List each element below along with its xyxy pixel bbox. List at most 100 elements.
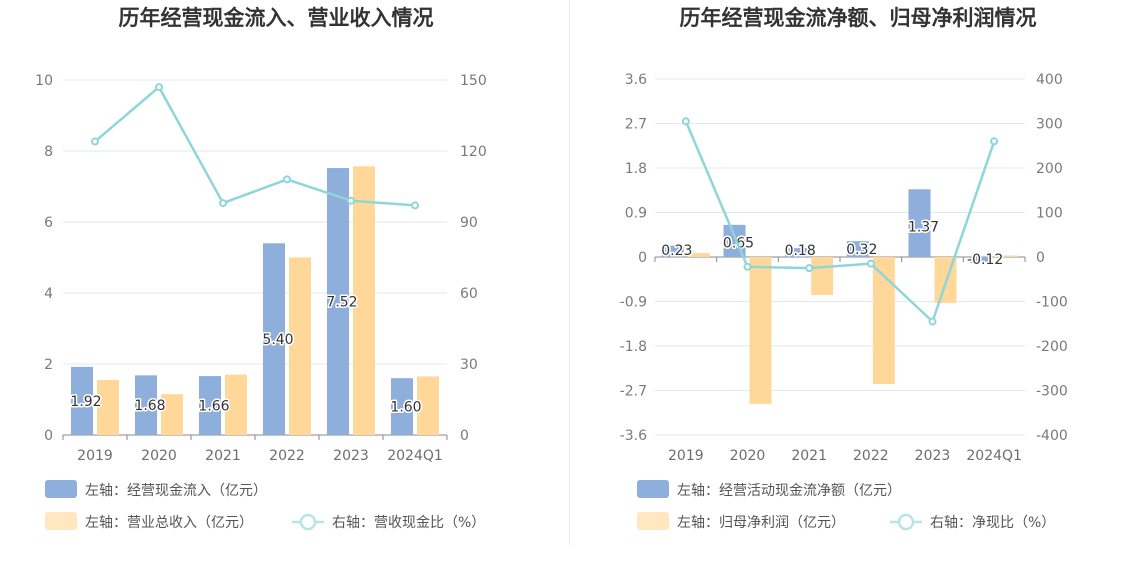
right-axis-tick: -300 <box>1036 384 1068 400</box>
bar-2 <box>225 374 247 435</box>
bar-value-label: 1.92 <box>70 394 101 410</box>
right-axis-tick: 0 <box>460 428 469 444</box>
right-axis-tick: -200 <box>1036 339 1068 355</box>
bar-value-label: 5.40 <box>262 332 293 348</box>
x-tick-label: 2020 <box>730 448 766 464</box>
chart-title: 历年经营现金流净额、归母净利润情况 <box>680 6 1037 30</box>
right-axis-tick: 150 <box>460 73 487 89</box>
left-axis-tick: 1.8 <box>625 161 647 177</box>
bar-1 <box>785 248 808 257</box>
right-axis-tick: 90 <box>460 215 478 231</box>
ratio-point <box>743 262 752 271</box>
left-axis-tick: -2.7 <box>620 384 647 400</box>
ratio-point <box>155 83 163 92</box>
bar-1 <box>71 366 93 435</box>
ratio-line <box>94 85 416 207</box>
left-axis-tick: 2 <box>44 357 53 373</box>
x-tick-label: 2019 <box>77 448 113 464</box>
legend-label: 左轴：经营现金流入（亿元） <box>85 483 267 499</box>
right-axis-tick: -100 <box>1036 295 1068 311</box>
right-axis-tick: 120 <box>460 144 487 160</box>
left-axis-tick: 0 <box>44 428 53 444</box>
x-tick-label: 2024Q1 <box>966 448 1022 464</box>
legend-swatch <box>637 480 669 498</box>
bar-value-label: 1.68 <box>134 398 165 414</box>
bar-value-label: 0.18 <box>785 243 816 259</box>
bar-2 <box>97 379 119 435</box>
left-axis-tick: 8 <box>44 144 53 160</box>
ratio-line <box>684 120 996 324</box>
legend-label: 左轴：归母净利润（亿元） <box>677 514 845 531</box>
legend: 左轴：经营现金流入（亿元） 左轴：营业总收入（亿元） 右轴：营收现金比（%） <box>45 480 485 531</box>
right-axis-tick: 200 <box>1036 161 1063 177</box>
x-tick-label: 2019 <box>668 448 704 464</box>
bar-1 <box>846 241 869 257</box>
right-axis-tick: -400 <box>1036 428 1068 444</box>
left-axis-tick: -3.6 <box>620 428 647 444</box>
ratio-point <box>866 259 875 268</box>
chart-2: 历年经营现金流净额、归母净利润情况 -3.6 -400 -2.7 -300 -1.8 -20… <box>620 6 1068 531</box>
ratio-point <box>928 317 937 326</box>
legend-label: 左轴：经营活动现金流净额（亿元） <box>677 483 901 499</box>
bar-1 <box>661 245 684 257</box>
legend-label: 右轴：营收现金比（%） <box>332 515 485 531</box>
right-axis-tick: 0 <box>1036 250 1045 266</box>
legend-line-marker <box>299 513 317 531</box>
legend-swatch <box>637 512 669 530</box>
ratio-point <box>990 137 999 146</box>
right-axis-tick: 400 <box>1036 72 1063 88</box>
x-tick-label: 2022 <box>853 448 889 464</box>
bar-2 <box>161 394 183 435</box>
bar-2 <box>353 166 375 435</box>
left-axis-tick: -1.8 <box>620 339 647 355</box>
chart-1: 历年经营现金流入、营业收入情况 0 0 2 30 4 60 6 90 8 120 10 150 2019 2… <box>35 6 487 531</box>
bar-value-label: 0.23 <box>661 243 692 259</box>
bar-1 <box>908 189 931 257</box>
ratio-point <box>805 264 814 273</box>
x-tick-label: 2021 <box>205 448 241 464</box>
left-axis-tick: 2.7 <box>625 117 647 133</box>
left-axis-tick: -0.9 <box>620 295 647 311</box>
bar-2 <box>996 255 1019 257</box>
bar-value-label: 1.66 <box>198 399 229 415</box>
ratio-point <box>681 117 690 126</box>
bar-1 <box>327 168 349 436</box>
ratio-point <box>91 137 99 146</box>
legend-line-marker <box>897 513 915 531</box>
chart-title: 历年经营现金流入、营业收入情况 <box>119 6 434 30</box>
bar-value-label: 1.60 <box>390 400 421 416</box>
bar-2 <box>811 257 834 296</box>
bar-2 <box>289 257 311 435</box>
bar-value-label: 0.32 <box>846 242 877 258</box>
right-axis-tick: 60 <box>460 286 478 302</box>
bar-2 <box>687 253 710 257</box>
bar-2 <box>417 376 439 435</box>
ratio-point <box>219 199 227 208</box>
left-axis-tick: 4 <box>44 286 53 302</box>
bar-value-label: -0.12 <box>967 252 1003 268</box>
x-tick-label: 2020 <box>141 448 177 464</box>
bar-value-label: 1.37 <box>908 220 939 236</box>
left-axis-tick: 6 <box>44 215 53 231</box>
x-tick-label: 2022 <box>269 448 305 464</box>
x-tick-label: 2023 <box>333 448 369 464</box>
bar-1 <box>970 257 993 263</box>
legend-label: 左轴：营业总收入（亿元） <box>85 515 253 531</box>
bar-1 <box>135 375 157 435</box>
right-axis-tick: 30 <box>460 357 478 373</box>
bar-2 <box>872 257 895 385</box>
bar-1 <box>263 243 285 435</box>
left-axis-tick: 3.6 <box>625 72 647 88</box>
left-axis-tick: 10 <box>35 73 53 89</box>
ratio-point <box>283 175 291 184</box>
bar-1 <box>199 376 221 435</box>
x-tick-label: 2024Q1 <box>387 448 443 464</box>
x-tick-label: 2021 <box>791 448 827 464</box>
ratio-point <box>347 196 355 205</box>
right-axis-tick: 100 <box>1036 206 1063 222</box>
bar-2 <box>749 257 772 404</box>
left-axis-tick: 0.9 <box>625 206 647 222</box>
right-axis-tick: 300 <box>1036 117 1063 133</box>
ratio-point <box>411 201 419 210</box>
